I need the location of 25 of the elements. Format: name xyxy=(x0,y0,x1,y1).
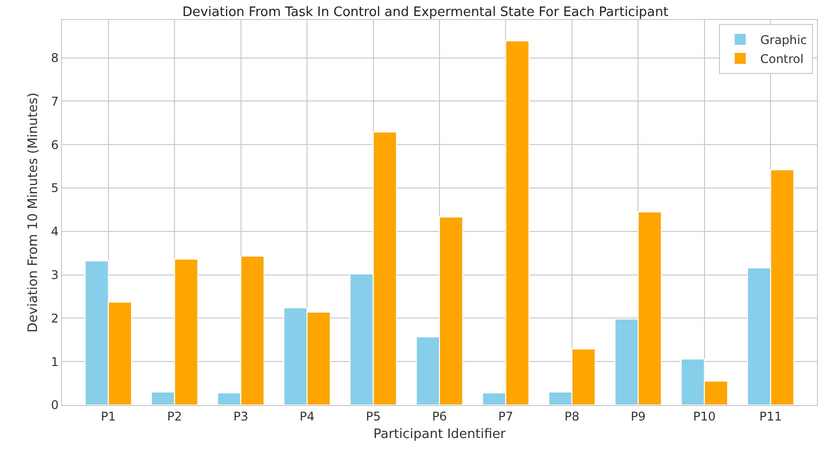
x-tick-label: P7 xyxy=(498,409,514,424)
y-tick-label: 6 xyxy=(50,138,59,152)
y-tick-label: 5 xyxy=(50,181,59,196)
x-tick-label: P6 xyxy=(432,409,447,424)
y-tick-label: 0 xyxy=(50,398,59,412)
y-tick-label: 8 xyxy=(50,50,59,65)
x-axis-title: Participant Identifier xyxy=(373,427,506,442)
x-tick-label: P9 xyxy=(630,409,646,424)
x-tick-label: P11 xyxy=(759,409,782,424)
y-tick-label: 7 xyxy=(50,94,59,108)
legend-label: Control xyxy=(760,52,804,66)
legend-label: Graphic xyxy=(760,33,807,48)
x-tick-label: P1 xyxy=(100,409,116,424)
y-axis-title: Deviation From 10 Minutes (Minutes) xyxy=(26,92,41,332)
x-tick-label: P3 xyxy=(233,409,248,424)
y-tick-label: 1 xyxy=(50,354,59,369)
x-tick-label: P2 xyxy=(167,409,182,424)
x-tick-label: P4 xyxy=(300,409,314,424)
y-tick-label: 2 xyxy=(50,311,59,326)
x-tick-label: P5 xyxy=(366,409,381,424)
x-tick-label: P8 xyxy=(564,409,580,424)
chart-title: Deviation From Task In Control and Expermental State For Each Participant xyxy=(182,4,668,20)
y-tick-label: 4 xyxy=(50,224,59,239)
y-tick-label: 3 xyxy=(50,268,59,282)
x-tick-label: P10 xyxy=(693,409,716,424)
